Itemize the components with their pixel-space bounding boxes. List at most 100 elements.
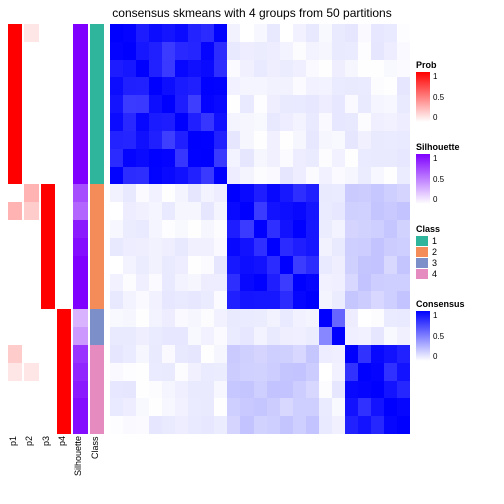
heatmap-cell xyxy=(358,131,371,149)
heatmap-cell xyxy=(214,398,227,416)
heatmap-cell xyxy=(371,398,384,416)
anno-cell xyxy=(41,256,55,274)
heatmap-cell xyxy=(306,291,319,309)
heatmap-cell xyxy=(358,77,371,95)
heatmap-cell xyxy=(319,363,332,381)
anno-cell xyxy=(90,398,104,416)
heatmap-cell xyxy=(136,184,149,202)
heatmap-cell xyxy=(214,77,227,95)
heatmap-cell xyxy=(214,327,227,345)
heatmap-cell xyxy=(162,131,175,149)
heatmap-cell xyxy=(306,95,319,113)
heatmap-cell xyxy=(319,77,332,95)
heatmap-cell xyxy=(136,24,149,42)
heatmap-cell xyxy=(332,131,345,149)
anno-cell xyxy=(73,202,87,220)
heatmap-cell xyxy=(332,398,345,416)
heatmap-cell xyxy=(306,42,319,60)
heatmap-row xyxy=(110,238,410,256)
legend-silhouette-title: Silhouette xyxy=(416,142,500,152)
heatmap-row xyxy=(110,60,410,78)
heatmap-cell xyxy=(254,220,267,238)
anno-cell xyxy=(90,77,104,95)
heatmap-cell xyxy=(345,184,358,202)
tick: 0.5 xyxy=(433,93,444,102)
heatmap-cell xyxy=(227,291,240,309)
heatmap-cell xyxy=(123,95,136,113)
anno-cell xyxy=(57,238,71,256)
anno-cell xyxy=(90,167,104,185)
heatmap-cell xyxy=(227,202,240,220)
heatmap-cell xyxy=(397,95,410,113)
heatmap-cell xyxy=(201,238,214,256)
anno-cell xyxy=(57,184,71,202)
heatmap-cell xyxy=(227,184,240,202)
heatmap-cell xyxy=(201,291,214,309)
heatmap-cell xyxy=(214,113,227,131)
legend-consensus: Consensus 1 0.5 0 xyxy=(416,299,500,361)
heatmap-cell xyxy=(227,24,240,42)
heatmap-cell xyxy=(110,131,123,149)
anno-cell xyxy=(24,256,38,274)
heatmap-cell xyxy=(136,220,149,238)
heatmap-cell xyxy=(332,381,345,399)
anno-cell xyxy=(57,381,71,399)
heatmap-cell xyxy=(345,327,358,345)
heatmap-cell xyxy=(240,309,253,327)
heatmap-cell xyxy=(319,131,332,149)
heatmap-cell xyxy=(201,220,214,238)
heatmap-cell xyxy=(293,113,306,131)
heatmap-cell xyxy=(345,274,358,292)
heatmap-cell xyxy=(110,95,123,113)
heatmap-cell xyxy=(227,167,240,185)
anno-cell xyxy=(41,363,55,381)
anno-cell xyxy=(24,274,38,292)
heatmap-cell xyxy=(123,24,136,42)
heatmap-cell xyxy=(175,77,188,95)
legend-class-swatch xyxy=(416,247,428,257)
heatmap-cell xyxy=(136,345,149,363)
heatmap-cell xyxy=(358,345,371,363)
anno-cell xyxy=(8,184,22,202)
heatmap-cell xyxy=(358,24,371,42)
legend-prob: Prob 1 0.5 0 xyxy=(416,60,500,122)
heatmap-cell xyxy=(319,95,332,113)
heatmap-cell xyxy=(280,291,293,309)
heatmap-cell xyxy=(175,167,188,185)
heatmap-cell xyxy=(110,256,123,274)
heatmap-cell xyxy=(201,327,214,345)
heatmap-cell xyxy=(254,184,267,202)
tick: 0 xyxy=(433,352,444,361)
heatmap-cell xyxy=(136,309,149,327)
heatmap-cell xyxy=(227,345,240,363)
heatmap-cell xyxy=(332,291,345,309)
heatmap-cell xyxy=(293,220,306,238)
heatmap-cell xyxy=(162,220,175,238)
anno-cell xyxy=(41,60,55,78)
heatmap-cell xyxy=(397,42,410,60)
legend-class-label: 2 xyxy=(432,247,437,257)
heatmap-cell xyxy=(214,309,227,327)
heatmap-cell xyxy=(149,202,162,220)
heatmap-cell xyxy=(175,363,188,381)
heatmap-cell xyxy=(254,345,267,363)
heatmap-cell xyxy=(136,274,149,292)
heatmap-cell xyxy=(306,381,319,399)
heatmap-cell xyxy=(293,309,306,327)
anno-cell xyxy=(90,24,104,42)
heatmap-cell xyxy=(188,131,201,149)
anno-cell xyxy=(90,149,104,167)
heatmap-cell xyxy=(136,167,149,185)
anno-cell xyxy=(57,291,71,309)
heatmap-cell xyxy=(254,327,267,345)
anno-cell xyxy=(73,309,87,327)
heatmap-cell xyxy=(240,256,253,274)
anno-cell xyxy=(57,220,71,238)
heatmap-cell xyxy=(214,238,227,256)
heatmap-cell xyxy=(371,309,384,327)
heatmap-cell xyxy=(267,274,280,292)
legend-consensus-ticks: 1 0.5 0 xyxy=(430,311,444,361)
heatmap-cell xyxy=(280,60,293,78)
heatmap-cell xyxy=(332,416,345,434)
heatmap-cell xyxy=(201,95,214,113)
